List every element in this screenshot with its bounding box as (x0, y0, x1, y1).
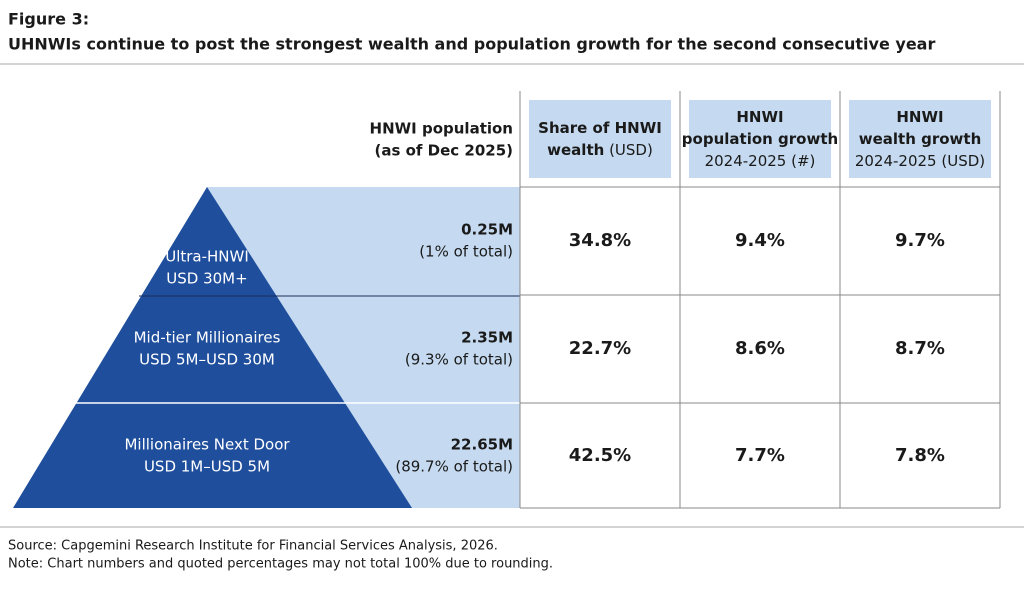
segment-label: Ultra-HNWI (165, 248, 249, 266)
column-header-box (849, 100, 991, 178)
table-cell: 9.4% (735, 230, 785, 251)
column-header: Share of HNWI (538, 119, 662, 137)
population-share: (9.3% of total) (405, 351, 513, 369)
column-header-part: wealth (547, 141, 604, 159)
population-header: HNWI population (370, 120, 513, 138)
column-header-part: population growth (682, 130, 838, 148)
footer-note: Note: Chart numbers and quoted percentag… (8, 557, 553, 572)
segment-label: Millionaires Next Door (124, 436, 290, 454)
table-cell: 9.7% (895, 230, 945, 251)
population-value: 22.65M (451, 436, 513, 454)
table-cell: 22.7% (569, 338, 631, 359)
footer-note: Source: Capgemini Research Institute for… (8, 539, 498, 554)
segment-label: Mid-tier Millionaires (134, 329, 281, 347)
table-cell: 7.7% (735, 445, 785, 466)
column-header: HNWI (736, 108, 783, 126)
table-cell: 7.8% (895, 445, 945, 466)
figure-title: UHNWIs continue to post the strongest we… (8, 35, 935, 54)
column-header: wealth (USD) (547, 141, 653, 159)
population-value: 2.35M (461, 329, 513, 347)
column-header-part: Share of HNWI (538, 119, 662, 137)
column-header-part: (USD) (604, 141, 653, 159)
column-header-part: 2024-2025 (USD) (855, 152, 985, 170)
population-share: (89.7% of total) (395, 458, 513, 476)
table-cell: 8.6% (735, 338, 785, 359)
column-header-box (529, 100, 671, 178)
column-header: population growth (682, 130, 838, 148)
table-cell: 42.5% (569, 445, 631, 466)
table-cell: 8.7% (895, 338, 945, 359)
population-value: 0.25M (461, 221, 513, 239)
column-header: 2024-2025 (#) (705, 152, 816, 170)
column-header-part: 2024-2025 (#) (705, 152, 816, 170)
pyramid (13, 187, 412, 508)
column-header-part: HNWI (896, 108, 943, 126)
figure-label: Figure 3: (8, 10, 89, 29)
population-share: (1% of total) (419, 243, 513, 261)
column-header-box (689, 100, 831, 178)
column-header: HNWI (896, 108, 943, 126)
segment-label: USD 1M–USD 5M (144, 458, 270, 476)
column-header-part: wealth growth (859, 130, 982, 148)
segment-label: USD 30M+ (166, 270, 247, 288)
column-header: 2024-2025 (USD) (855, 152, 985, 170)
segment-label: USD 5M–USD 30M (139, 351, 275, 369)
column-header: wealth growth (859, 130, 982, 148)
table-cell: 34.8% (569, 230, 631, 251)
population-header: (as of Dec 2025) (374, 142, 513, 160)
column-header-part: HNWI (736, 108, 783, 126)
